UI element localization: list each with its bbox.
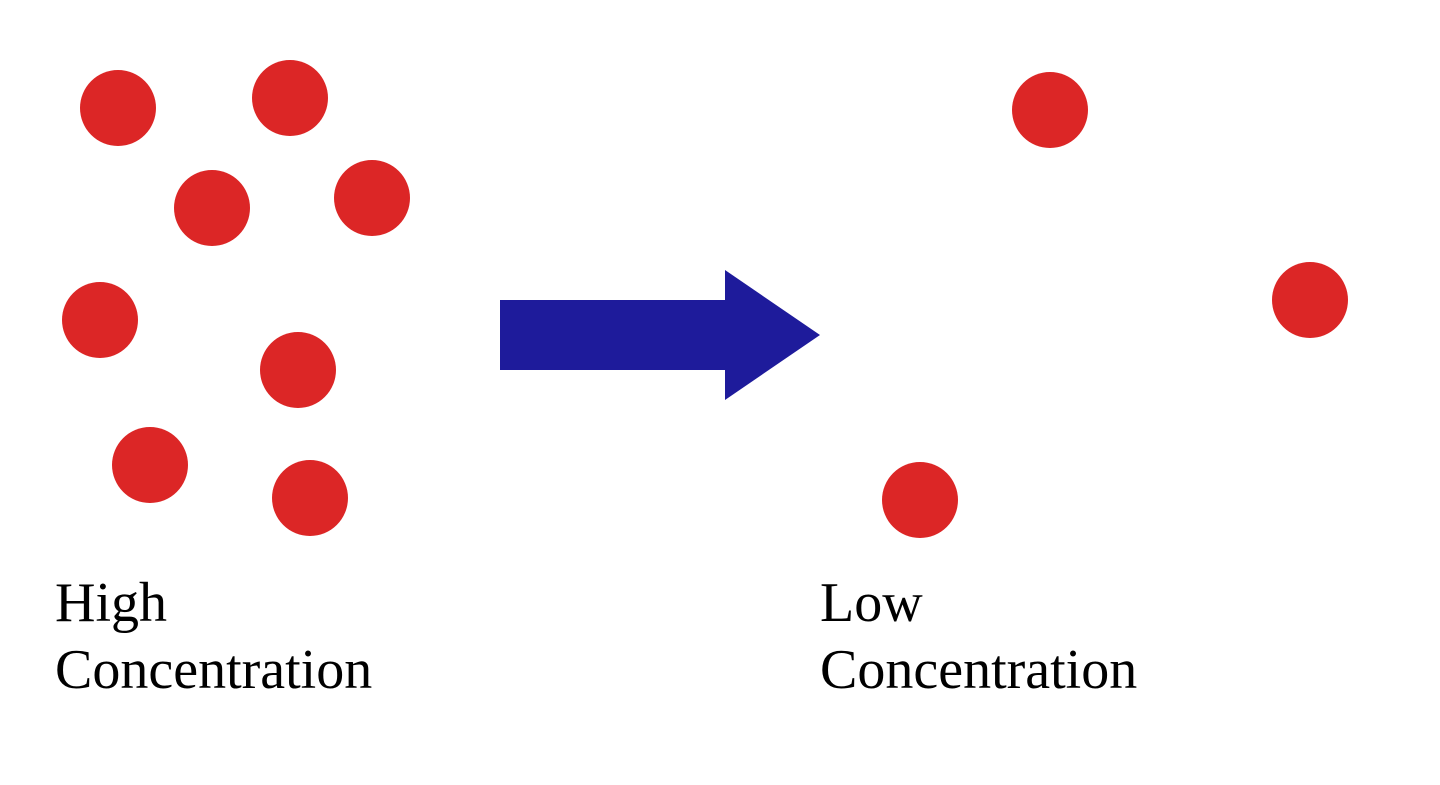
right-particle bbox=[882, 462, 958, 538]
high-concentration-label: High Concentration bbox=[55, 570, 372, 704]
left-particle bbox=[334, 160, 410, 236]
flow-arrow-icon bbox=[500, 270, 820, 400]
right-particle bbox=[1012, 72, 1088, 148]
left-particle bbox=[112, 427, 188, 503]
left-particle bbox=[80, 70, 156, 146]
right-particle bbox=[1272, 262, 1348, 338]
left-particle bbox=[252, 60, 328, 136]
left-particle bbox=[174, 170, 250, 246]
low-concentration-label: Low Concentration bbox=[820, 570, 1137, 704]
left-particle bbox=[272, 460, 348, 536]
left-particle bbox=[260, 332, 336, 408]
left-particle bbox=[62, 282, 138, 358]
